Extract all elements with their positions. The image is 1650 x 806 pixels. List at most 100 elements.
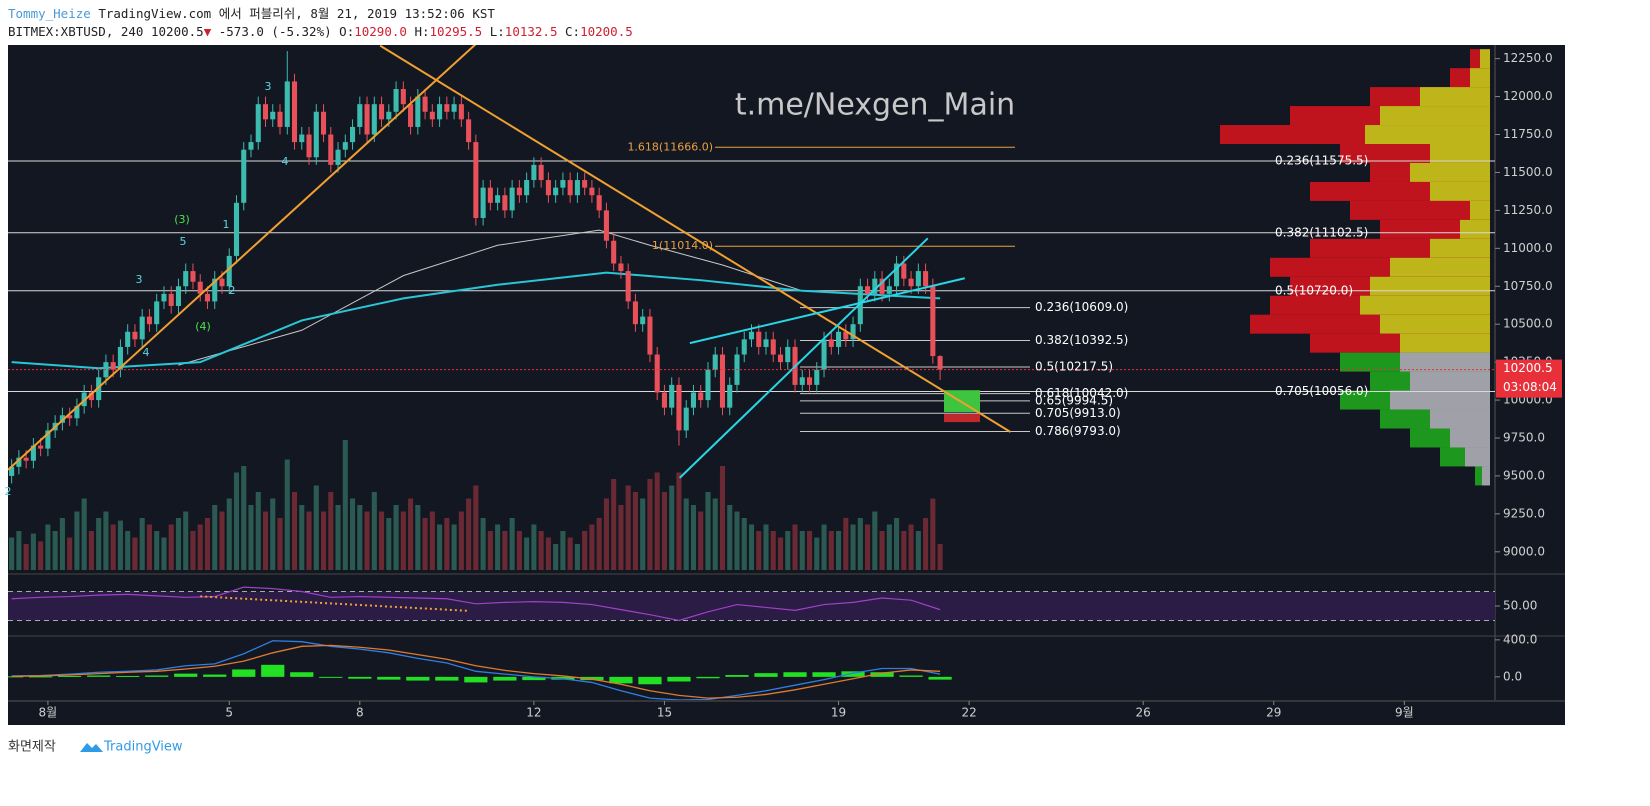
volume-bar bbox=[770, 531, 776, 570]
profile-inner bbox=[1430, 144, 1490, 163]
macd-histogram bbox=[377, 676, 401, 680]
macd-histogram bbox=[145, 675, 169, 677]
volume-bar bbox=[879, 531, 885, 570]
candle-body bbox=[429, 111, 435, 120]
candle-body bbox=[553, 187, 559, 196]
macd-histogram bbox=[464, 676, 488, 683]
macd-histogram bbox=[319, 676, 343, 678]
candle-body bbox=[168, 293, 174, 306]
profile-inner bbox=[1420, 87, 1490, 107]
macd-histogram bbox=[812, 672, 836, 677]
volume-bar bbox=[473, 485, 479, 570]
profile-inner bbox=[1410, 371, 1490, 391]
volume-bar bbox=[553, 544, 559, 570]
volume-bar bbox=[502, 531, 508, 570]
candle-body bbox=[857, 286, 863, 325]
candle-body bbox=[146, 316, 152, 325]
candle-body bbox=[625, 271, 631, 302]
moving-average bbox=[11, 271, 941, 370]
volume-bar bbox=[690, 505, 697, 570]
wave-label: (4) bbox=[195, 320, 211, 333]
volume-bar bbox=[183, 511, 189, 570]
candle-body bbox=[473, 142, 479, 218]
trend-line bbox=[8, 45, 477, 471]
x-tick-label: 5 bbox=[225, 706, 233, 720]
macd-histogram bbox=[899, 675, 923, 677]
candle-body bbox=[393, 89, 399, 112]
macd-histogram bbox=[261, 664, 285, 677]
candle-body bbox=[654, 354, 660, 393]
candle-body bbox=[647, 316, 653, 355]
volume-bar bbox=[415, 505, 421, 570]
macd-histogram bbox=[493, 676, 517, 681]
volume-bar bbox=[437, 524, 443, 570]
brand-logo bbox=[80, 743, 103, 752]
volume-bar bbox=[277, 518, 283, 570]
profile-inner bbox=[1365, 125, 1490, 145]
candle-body bbox=[538, 164, 544, 181]
y-tick-label: 9000.0 bbox=[1503, 544, 1545, 558]
fib-label: 0.618(10042.0) bbox=[1035, 386, 1128, 400]
candle-body bbox=[154, 301, 160, 325]
macd-histogram bbox=[116, 675, 140, 677]
candle-body bbox=[161, 293, 167, 302]
volume-bar bbox=[175, 518, 181, 570]
macd-histogram bbox=[522, 676, 546, 681]
macd-histogram bbox=[348, 676, 372, 679]
trend-line bbox=[678, 237, 929, 479]
volume-bar bbox=[574, 544, 580, 570]
candle-body bbox=[212, 278, 218, 302]
candle-body bbox=[828, 339, 834, 347]
candle-body bbox=[582, 180, 588, 188]
x-tick-label: 22 bbox=[961, 706, 976, 720]
volume-bar bbox=[785, 531, 791, 570]
volume-bar bbox=[777, 537, 784, 570]
candle-body bbox=[748, 331, 755, 340]
volume-bar bbox=[284, 459, 290, 570]
x-tick-label: 19 bbox=[831, 706, 846, 720]
volume-bar bbox=[719, 466, 726, 570]
candle-body bbox=[531, 164, 537, 181]
ohlc-value: 10295.5 bbox=[429, 24, 483, 39]
wave-label: 4 bbox=[143, 346, 150, 359]
candle-body bbox=[574, 180, 580, 196]
ohlc-label: H: bbox=[414, 24, 430, 39]
volume-bar bbox=[625, 485, 631, 570]
macd-histogram bbox=[870, 672, 894, 677]
volume-bar bbox=[886, 524, 892, 570]
change: -573.0 (-5.32%) bbox=[218, 24, 332, 39]
volume-bar bbox=[894, 518, 900, 570]
volume-bar bbox=[393, 505, 399, 570]
candle-body bbox=[45, 430, 51, 449]
macd-histogram bbox=[232, 669, 256, 677]
footer-brand: TradingView bbox=[103, 740, 183, 755]
volume-bar bbox=[763, 524, 769, 570]
fib-label: 0.5(10217.5) bbox=[1035, 360, 1113, 374]
candle-body bbox=[437, 104, 443, 120]
candle-body bbox=[379, 104, 385, 120]
candle-body bbox=[937, 356, 943, 370]
candle-body bbox=[799, 377, 805, 385]
candle-body bbox=[611, 240, 617, 264]
volume-bar bbox=[538, 531, 544, 570]
volume-bar bbox=[748, 524, 755, 570]
zone bbox=[944, 414, 980, 423]
volume-bar bbox=[640, 498, 646, 570]
volume-bar bbox=[23, 544, 29, 570]
volume-bar bbox=[545, 537, 551, 570]
x-tick-label: 29 bbox=[1266, 706, 1281, 720]
volume-bar bbox=[313, 485, 319, 570]
y-tick-label: 9750.0 bbox=[1503, 430, 1545, 444]
volume-bar bbox=[850, 524, 856, 570]
macd-histogram bbox=[696, 676, 720, 679]
volume-bar bbox=[828, 531, 834, 570]
volume-bar bbox=[270, 498, 276, 570]
candle-body bbox=[603, 210, 609, 241]
profile-inner bbox=[1380, 106, 1490, 126]
candle-body bbox=[9, 466, 15, 476]
volume-bar bbox=[495, 524, 501, 570]
volume-bar bbox=[683, 498, 689, 570]
footer-caption: 화면제작 bbox=[8, 740, 56, 755]
fib-label: 0.786(9793.0) bbox=[1035, 424, 1121, 438]
